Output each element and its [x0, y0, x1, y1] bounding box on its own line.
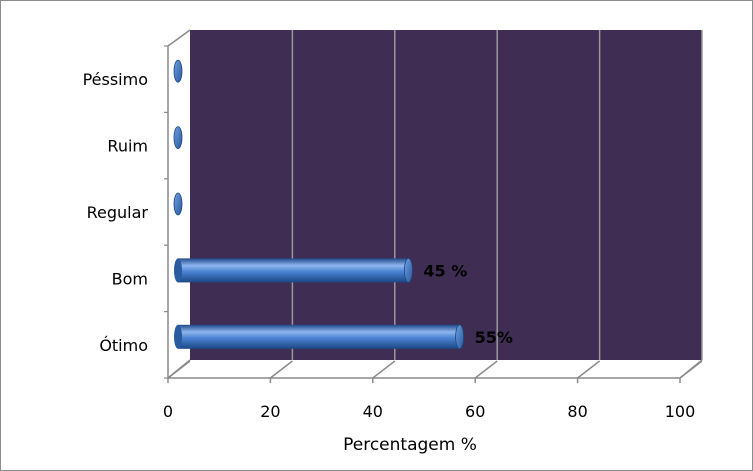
category-label: Ruim: [107, 137, 148, 156]
x-axis-title: Percentagem %: [343, 435, 477, 455]
bar-start-cap: [174, 258, 182, 283]
x-tick-label: 80: [567, 402, 587, 421]
category-labels: Péssimo Ruim Regular Bom Ótimo: [83, 70, 149, 355]
category-label: Bom: [112, 269, 148, 288]
category-label: Regular: [87, 203, 149, 222]
gridlines: [291, 30, 703, 360]
bar-empty-cap: [173, 59, 183, 83]
data-label: 45 %: [423, 261, 467, 280]
plot-background: [190, 30, 702, 360]
bar: [174, 257, 413, 283]
x-axis-ticks: [167, 360, 703, 383]
category-label: Péssimo: [83, 70, 148, 89]
x-depth-tick: [167, 360, 191, 379]
x-depth-tick: [577, 360, 601, 379]
x-tick-label: 0: [163, 402, 173, 421]
bar: [174, 324, 465, 350]
x-tick-label: 60: [465, 402, 485, 421]
x-depth-tick: [679, 360, 703, 379]
bars: [173, 59, 465, 350]
bar-end-cap: [455, 324, 465, 350]
bar: [173, 59, 183, 83]
x-tick-label: 100: [665, 402, 696, 421]
x-tick-label: 20: [260, 402, 280, 421]
x-depth-tick: [372, 360, 396, 379]
bar-empty-cap: [173, 192, 183, 216]
data-labels: 45 % 55%: [423, 261, 512, 346]
bar-empty-cap: [173, 126, 183, 150]
bar: [173, 192, 183, 216]
bar-end-cap: [403, 257, 413, 283]
bar-body: [178, 324, 460, 349]
x-depth-tick: [269, 360, 293, 379]
x-tick-labels: 0 20 40 60 80 100: [163, 402, 695, 421]
bar: [173, 126, 183, 150]
x-tick-label: 40: [363, 402, 383, 421]
category-label: Ótimo: [99, 336, 148, 355]
x-depth-tick: [474, 360, 498, 379]
bar-start-cap: [174, 324, 182, 349]
bar-body: [178, 258, 409, 283]
data-label: 55%: [475, 328, 513, 347]
